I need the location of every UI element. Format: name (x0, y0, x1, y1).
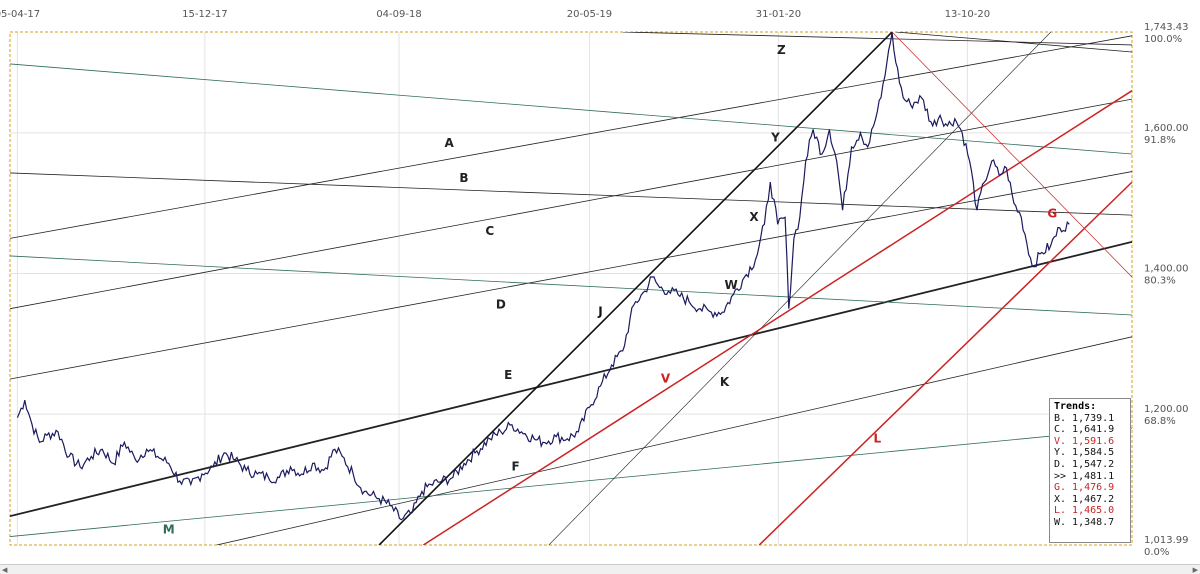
trend-label-c: C (485, 224, 494, 238)
trend-label-w: W (725, 278, 738, 292)
y-tick-label: 1,200.00 (1144, 404, 1189, 415)
x-tick-label: 31-01-20 (756, 9, 801, 20)
trend-label-x: X (749, 210, 759, 224)
scroll-right-icon[interactable]: ▶ (1192, 566, 1198, 574)
trends-legend-entry: C. 1,641.9 (1054, 424, 1115, 436)
trend-label-v: V (661, 372, 671, 386)
trend-label-a: A (445, 136, 455, 150)
trend-label-j: J (597, 305, 602, 319)
trends-legend-entry: D. 1,547.2 (1054, 458, 1115, 470)
trend-line-j (378, 32, 893, 545)
trends-legend-rows: B. 1,739.1 C. 1,641.9 V. 1,591.6 Y. 1,584.5… (1054, 413, 1126, 529)
x-tick-label: 05-04-17 (0, 9, 40, 20)
y-tick-label: 1,400.00 (1144, 264, 1189, 275)
trend-line-g (891, 32, 1132, 278)
trend-line-f (216, 336, 1132, 545)
trend-label-f: F (512, 459, 520, 473)
trends-legend-entry: L. 1,465.0 (1054, 505, 1115, 517)
x-tick-label: 04-09-18 (376, 9, 421, 20)
x-tick-label: 15-12-17 (182, 9, 227, 20)
trends-legend-entry: X. 1,467.2 (1054, 493, 1115, 505)
price-line (16, 32, 1070, 521)
trend-line (10, 63, 1132, 155)
trend-label-d: D (496, 298, 506, 312)
trend-line-a (10, 35, 1132, 239)
trend-label-g: G (1047, 206, 1057, 220)
trends-legend-entry: V. 1,591.6 (1054, 435, 1115, 447)
trend-line-d (10, 171, 1132, 380)
trend-lines (10, 32, 1132, 545)
trend-line (895, 32, 1132, 53)
trends-legend-entry: Y. 1,584.5 (1054, 447, 1115, 459)
y-tick-percent: 91.8% (1144, 135, 1176, 146)
trend-line-m (10, 427, 1132, 537)
trend-label-b: B (459, 171, 468, 185)
price-series (16, 32, 1070, 521)
trends-legend-title: Trends: (1054, 401, 1097, 412)
horizontal-scrollbar[interactable]: ◀ ▶ (0, 564, 1200, 574)
trend-label-m: M (163, 523, 175, 537)
y-tick-label: 1,013.99 (1144, 535, 1189, 546)
trend-label-e: E (504, 368, 512, 382)
trend-label-l: L (874, 431, 882, 445)
trend-label-z: Z (777, 43, 786, 57)
scroll-left-icon[interactable]: ◀ (2, 566, 8, 574)
trends-legend: Trends: B. 1,739.1 C. 1,641.9 V. 1,591.6 Y.… (1049, 398, 1131, 543)
y-tick-percent: 0.0% (1144, 547, 1169, 558)
trends-legend-entry: G. 1,476.9 (1054, 482, 1115, 494)
y-tick-percent: 100.0% (1144, 34, 1182, 45)
trend-line (10, 255, 1132, 316)
trends-legend-entry: W. 1,348.7 (1054, 516, 1115, 528)
trend-line-c (10, 98, 1132, 310)
trends-legend-entry: B. 1,739.1 (1054, 412, 1115, 424)
trend-line-b (10, 172, 1132, 216)
trends-legend-entry: >> 1,481.1 (1054, 470, 1115, 482)
trend-line-k (548, 32, 1052, 545)
y-tick-label: 1,600.00 (1144, 123, 1189, 134)
trend-labels: A B C D E F M J K Z Y X W V L G (163, 43, 1057, 537)
trend-label-k: K (720, 375, 730, 389)
trend-label-y: Y (770, 130, 780, 144)
trend-line (622, 32, 1132, 46)
y-tick-percent: 80.3% (1144, 276, 1176, 287)
x-axis: 05-04-17 15-12-17 04-09-18 20-05-19 31-01-20… (0, 9, 990, 20)
y-tick-percent: 68.8% (1144, 416, 1176, 427)
x-tick-label: 20-05-19 (567, 9, 612, 20)
trend-line-v (422, 90, 1132, 545)
y-tick-label: 1,743.43 (1144, 22, 1189, 33)
plot-frame (9, 31, 1133, 546)
trend-line-l (758, 181, 1132, 545)
x-tick-label: 13-10-20 (945, 9, 990, 20)
trend-line-e (10, 241, 1132, 518)
